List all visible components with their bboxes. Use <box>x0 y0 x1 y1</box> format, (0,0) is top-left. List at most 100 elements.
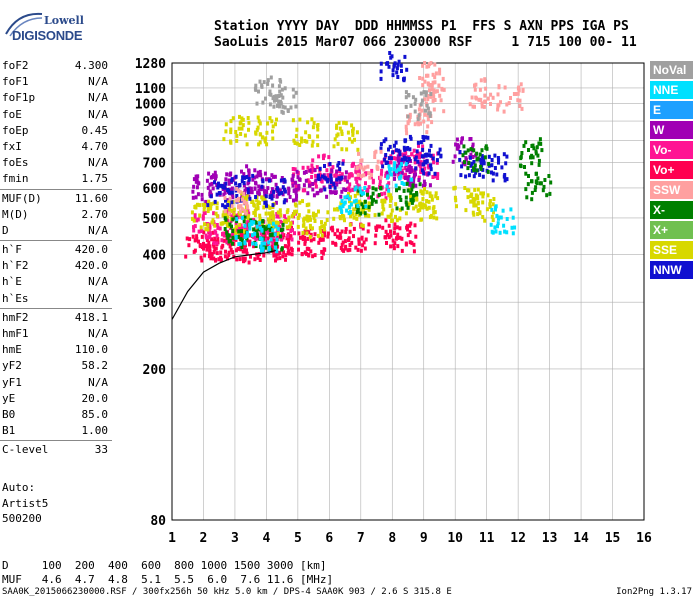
echo-point <box>408 170 412 174</box>
legend-item: Vo+ <box>650 161 693 179</box>
echo-point <box>236 235 240 239</box>
echo-point <box>432 94 436 99</box>
echo-point <box>328 185 332 189</box>
echo-point <box>346 186 350 191</box>
echo-point <box>271 221 275 226</box>
echo-point <box>429 94 433 99</box>
echo-point <box>393 222 397 227</box>
echo-point <box>213 170 217 175</box>
plot-frame <box>171 62 645 521</box>
echo-point <box>315 165 319 170</box>
scaled-parameters-panel: foF2 4.300 foF1 N/A foF1p N/A foE N/A foEp 0.45 fx… <box>0 58 112 459</box>
echo-point <box>290 252 294 257</box>
echo-point <box>255 198 259 203</box>
echo-point <box>222 233 226 238</box>
echo-point <box>353 193 357 198</box>
echo-point <box>352 234 355 239</box>
echo-point <box>282 200 286 205</box>
echo-point <box>434 191 438 196</box>
echo-point <box>471 196 475 201</box>
echo-point <box>422 90 426 95</box>
y-tick-label: 1100 <box>135 82 166 97</box>
echo-point <box>323 230 327 234</box>
echo-point <box>373 213 377 218</box>
echo-point <box>396 158 400 163</box>
echo-point <box>417 161 421 166</box>
echo-point <box>385 187 389 192</box>
echo-point <box>317 209 320 214</box>
echo-point <box>317 154 321 159</box>
echo-point <box>463 186 467 190</box>
echo-point <box>380 211 384 216</box>
echo-point <box>389 212 393 217</box>
echo-point <box>301 165 305 170</box>
echo-point <box>294 90 298 95</box>
param-separator <box>0 307 112 309</box>
echo-point <box>364 204 368 209</box>
param-label: MUF(D) <box>2 191 42 205</box>
echo-point <box>400 157 404 162</box>
echo-point <box>207 199 211 204</box>
echo-point <box>531 143 535 148</box>
echo-point <box>271 203 275 208</box>
echo-point <box>421 202 425 207</box>
echo-point <box>303 216 307 221</box>
echo-point <box>385 241 388 245</box>
echo-point <box>419 102 423 107</box>
echo-point <box>357 237 361 242</box>
echo-point <box>348 182 352 187</box>
echo-point <box>409 190 413 195</box>
echo-point <box>411 184 415 189</box>
echo-point <box>398 195 402 200</box>
echo-point <box>256 206 260 211</box>
echo-point <box>392 167 396 172</box>
echo-point <box>263 171 267 176</box>
echo-point <box>519 154 523 159</box>
echo-point <box>292 198 295 203</box>
echo-point <box>542 184 546 189</box>
echo-point <box>287 239 291 244</box>
y-tick-label: 500 <box>143 212 167 227</box>
echo-point <box>412 206 416 211</box>
echo-point <box>340 132 344 136</box>
echo-point <box>210 252 214 257</box>
echo-point <box>487 161 491 166</box>
echo-point <box>539 141 543 146</box>
echo-point <box>261 247 265 251</box>
echo-point <box>429 92 433 96</box>
param-label: C-level <box>2 443 49 457</box>
echo-point <box>402 188 406 193</box>
echo-point <box>346 248 350 253</box>
echo-point <box>221 203 225 208</box>
echo-point <box>341 161 345 166</box>
echo-point <box>476 196 480 201</box>
echo-point <box>395 66 399 71</box>
echo-point <box>466 188 469 193</box>
echo-point <box>370 173 373 177</box>
echo-point <box>268 235 272 240</box>
echo-point <box>431 153 435 158</box>
echo-point <box>404 195 408 200</box>
echo-point <box>276 251 280 256</box>
echo-point <box>239 132 243 136</box>
echo-point <box>431 206 435 211</box>
echo-point <box>321 251 325 256</box>
y-tick-label: 200 <box>143 363 167 378</box>
echo-point <box>230 178 234 183</box>
echo-point <box>235 198 238 203</box>
echo-point <box>393 226 397 231</box>
echo-point <box>263 234 267 238</box>
echo-point <box>258 221 262 226</box>
echo-point <box>418 202 422 207</box>
echo-point <box>504 161 508 166</box>
echo-point <box>269 215 272 220</box>
header-line1: Station YYYY DAY DDD HHMMSS P1 FFS S AXN… <box>214 19 629 34</box>
echo-point <box>524 171 528 176</box>
legend-item: E <box>650 101 693 119</box>
echo-point <box>408 229 412 234</box>
echo-point <box>354 185 358 190</box>
echo-point <box>283 105 287 110</box>
echo-point <box>412 193 416 198</box>
echo-point <box>402 155 406 160</box>
echo-point <box>344 121 348 126</box>
